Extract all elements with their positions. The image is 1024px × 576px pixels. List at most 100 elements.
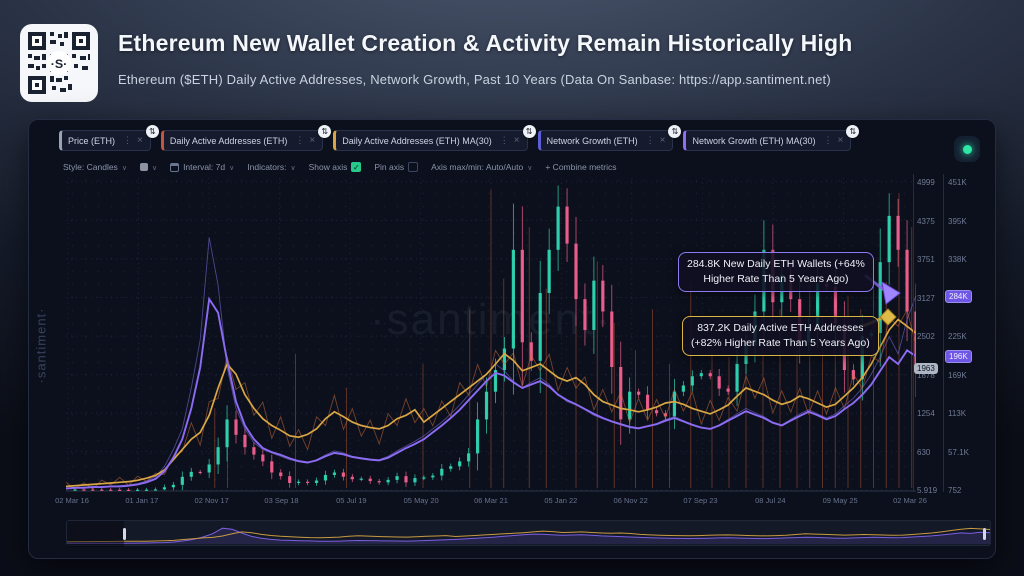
navigator-handle-left[interactable] bbox=[123, 528, 126, 540]
date-tick: 07 Sep 23 bbox=[683, 496, 718, 505]
chevron-down-icon: ∨ bbox=[229, 165, 235, 172]
page-title: Ethereum New Wallet Creation & Activity … bbox=[118, 30, 853, 56]
axis-maxmin-dropdown[interactable]: Axis max/min: Auto/Auto ∨ bbox=[431, 162, 532, 172]
swap-axis-icon[interactable]: ⇅ bbox=[668, 125, 682, 138]
swap-axis-icon[interactable]: ⇅ bbox=[522, 125, 536, 138]
date-tick: 05 Jan 22 bbox=[544, 496, 578, 505]
watermark-side: ·santiment· bbox=[33, 307, 49, 384]
price-tick: 1254 bbox=[917, 409, 935, 418]
style-dropdown[interactable]: Style: Candles ∨ bbox=[63, 162, 127, 172]
count-tick: 451K bbox=[948, 178, 967, 187]
indicators-label: Indicators: bbox=[247, 162, 287, 172]
pin-axis-label: Pin axis bbox=[374, 162, 405, 172]
tab-menu-icon[interactable]: ⋮ bbox=[499, 135, 509, 145]
price-axis: 4999 4375 3751 3127 2502 1878 1254 630 5.919 bbox=[917, 174, 941, 495]
show-axis-toggle[interactable]: Show axis ✓ bbox=[309, 162, 362, 172]
count-tick: 57.1K bbox=[948, 447, 969, 457]
interval-label: Interval: 7d bbox=[183, 162, 226, 172]
annotation-line: (+82% Higher Rate Than 5 Years Ago) bbox=[691, 337, 870, 349]
timeline-navigator[interactable] bbox=[66, 520, 991, 547]
chevron-down-icon: ∨ bbox=[290, 165, 296, 172]
live-dot-icon bbox=[962, 144, 972, 154]
navigator-shade bbox=[67, 521, 124, 547]
date-tick: 05 May 20 bbox=[403, 496, 439, 505]
swap-axis-icon[interactable]: ⇅ bbox=[318, 125, 332, 138]
date-tick: 09 May 25 bbox=[822, 496, 858, 505]
axis-separator bbox=[913, 174, 914, 492]
chart-panel: Price (ETH) ⋮ × ⇅ Daily Active Addresses (ET… bbox=[28, 119, 996, 559]
tab-close-icon[interactable]: × bbox=[837, 135, 844, 146]
tab-close-icon[interactable]: × bbox=[309, 135, 316, 146]
axis-badge-196K: 196K bbox=[945, 350, 972, 364]
tab-label: Daily Active Addresses (ETH) MA(30) bbox=[342, 135, 492, 146]
tab-close-icon[interactable]: × bbox=[659, 135, 666, 146]
chart-toolbar: Style: Candles ∨ ∨ Interval: 7d ∨ Indicato… bbox=[63, 162, 616, 172]
annotation-new-wallets: 284.8K New Daily ETH Wallets (+64% Highe… bbox=[678, 252, 874, 292]
qr-code: ·S· bbox=[20, 24, 98, 102]
live-indicator-button[interactable] bbox=[954, 136, 980, 162]
count-tick: 225K bbox=[948, 332, 967, 341]
date-tick: 03 Sep 18 bbox=[264, 496, 299, 505]
tab-daily-active-addresses-eth-ma-30-[interactable]: Daily Active Addresses (ETH) MA(30) ⋮ × bbox=[333, 130, 528, 151]
price-tick: 5.919 bbox=[917, 486, 938, 495]
tab-close-icon[interactable]: × bbox=[513, 135, 520, 146]
annotation-line: 837.2K Daily Active ETH Addresses bbox=[697, 322, 864, 334]
axis-badge-284K: 284K bbox=[945, 290, 972, 304]
annotation-line: Higher Rate Than 5 Years Ago) bbox=[703, 273, 849, 285]
show-axis-label: Show axis bbox=[308, 162, 348, 172]
count-tick: 395K bbox=[948, 216, 967, 226]
count-tick: 338K bbox=[948, 255, 967, 264]
interval-dropdown[interactable]: Interval: 7d ∨ bbox=[170, 162, 234, 172]
calendar-icon bbox=[170, 162, 180, 172]
count-tick: 752 bbox=[948, 486, 962, 495]
swap-axis-icon[interactable]: ⇅ bbox=[846, 125, 860, 138]
date-tick: 05 Jul 19 bbox=[336, 496, 367, 505]
page-subtitle: Ethereum ($ETH) Daily Active Addresses, … bbox=[118, 72, 831, 87]
date-tick: 01 Jan 17 bbox=[125, 496, 159, 505]
style-label: Style: Candles bbox=[63, 162, 118, 172]
annotation-active-addresses: 837.2K Daily Active ETH Addresses (+82% … bbox=[682, 316, 879, 356]
pin-axis-toggle[interactable]: Pin axis bbox=[374, 162, 419, 172]
price-tick: 1878 bbox=[917, 370, 935, 380]
tab-menu-icon[interactable]: ⋮ bbox=[823, 135, 833, 145]
pin-axis-checkbox[interactable] bbox=[408, 162, 419, 172]
price-tick: 3751 bbox=[917, 255, 935, 264]
x-axis-labels: 02 Mar 16 01 Jan 17 02 Nov 17 03 Sep 18 05 J… bbox=[55, 496, 927, 508]
color-swatch-dropdown[interactable]: ∨ bbox=[139, 163, 158, 172]
tab-close-icon[interactable]: × bbox=[137, 135, 143, 146]
santiment-logo: ·S· bbox=[51, 57, 68, 71]
tab-label: Network Growth (ETH) MA(30) bbox=[692, 135, 816, 146]
axis-maxmin-label: Axis max/min: Auto/Auto bbox=[431, 162, 524, 172]
tab-price-eth-[interactable]: Price (ETH) ⋮ × bbox=[59, 130, 151, 151]
tab-menu-icon[interactable]: ⋮ bbox=[295, 135, 305, 145]
show-axis-checkbox[interactable]: ✓ bbox=[351, 162, 362, 172]
price-tick: 4999 bbox=[917, 178, 935, 187]
indicators-dropdown[interactable]: Indicators: ∨ bbox=[247, 162, 295, 172]
metric-tabs: Price (ETH) ⋮ × ⇅ Daily Active Addresses (ET… bbox=[59, 125, 861, 151]
tab-label: Daily Active Addresses (ETH) bbox=[169, 135, 288, 146]
annotation-line: 284.8K New Daily ETH Wallets (+64% bbox=[687, 258, 865, 270]
price-tick: 630 bbox=[917, 447, 931, 457]
chevron-down-icon: ∨ bbox=[151, 165, 158, 172]
price-tick: 3127 bbox=[917, 293, 935, 303]
tab-label: Price (ETH) bbox=[68, 135, 115, 146]
tab-menu-icon[interactable]: ⋮ bbox=[645, 135, 655, 145]
color-swatch-icon bbox=[139, 163, 148, 171]
swap-axis-icon[interactable]: ⇅ bbox=[145, 125, 159, 138]
tab-network-growth-eth-[interactable]: Network Growth (ETH) ⋮ × bbox=[537, 130, 674, 151]
count-tick: 113K bbox=[948, 409, 967, 418]
tab-label: Network Growth (ETH) bbox=[546, 135, 638, 146]
date-tick: 02 Mar 16 bbox=[55, 496, 89, 505]
date-tick: 08 Jul 24 bbox=[755, 496, 786, 505]
tab-menu-icon[interactable]: ⋮ bbox=[123, 135, 132, 145]
price-tick: 4375 bbox=[917, 216, 935, 226]
combine-metrics-button[interactable]: + Combine metrics bbox=[545, 162, 616, 172]
date-tick: 06 Nov 22 bbox=[613, 496, 648, 505]
count-axis: 451K 395K 338K 225K 169K 113K 57.1K 752 bbox=[948, 174, 986, 495]
tab-daily-active-addresses-eth-[interactable]: Daily Active Addresses (ETH) ⋮ × bbox=[160, 130, 324, 151]
tab-network-growth-eth-ma-30-[interactable]: Network Growth (ETH) MA(30) ⋮ × bbox=[683, 130, 852, 151]
chevron-down-icon: ∨ bbox=[527, 165, 533, 172]
navigator-handle-right[interactable] bbox=[983, 528, 986, 540]
date-tick: 06 Mar 21 bbox=[474, 496, 508, 505]
combine-metrics-label: + Combine metrics bbox=[545, 162, 617, 172]
